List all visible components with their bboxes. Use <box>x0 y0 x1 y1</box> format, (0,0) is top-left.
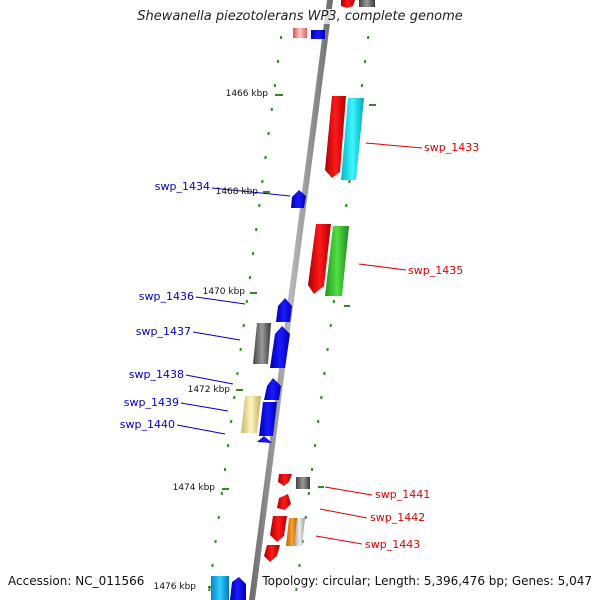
leader-line <box>365 142 423 149</box>
topology-summary: Topology: circular; Length: 5,396,476 bp… <box>262 574 592 588</box>
gene-label-swp-1435[interactable]: swp_1435 <box>408 264 463 277</box>
gene-label-swp-1438[interactable]: swp_1438 <box>129 368 184 381</box>
gene-label-swp-1440[interactable]: swp_1440 <box>120 418 175 431</box>
gene-feature[interactable] <box>359 0 375 7</box>
gene-feature[interactable] <box>230 577 246 600</box>
gene-feature[interactable] <box>308 224 331 294</box>
gene-labels: swp_1433 swp_1434 swp_1435 swp_1436 swp_… <box>120 141 479 551</box>
gene-label-swp-1433[interactable]: swp_1433 <box>424 141 479 154</box>
gene-feature[interactable] <box>293 28 307 38</box>
label-leader-lines <box>176 142 423 545</box>
gene-features <box>211 0 375 600</box>
gene-feature[interactable] <box>277 494 291 510</box>
leader-line <box>324 486 373 496</box>
leader-line <box>358 263 407 271</box>
gene-feature[interactable] <box>296 477 310 489</box>
gene-feature[interactable] <box>241 396 261 433</box>
scale-label: 1474 kbp <box>173 483 216 493</box>
scale-label: 1470 kbp <box>203 287 246 297</box>
gene-feature[interactable] <box>270 516 287 542</box>
genome-backbone <box>249 0 333 600</box>
gene-label-swp-1434[interactable]: swp_1434 <box>155 180 210 193</box>
gene-feature[interactable] <box>276 298 292 322</box>
map-title: Shewanella piezotolerans WP3, complete g… <box>0 9 600 24</box>
leader-line <box>185 374 234 385</box>
scale-label: 1472 kbp <box>188 385 231 395</box>
leader-line <box>195 296 246 305</box>
gene-label-swp-1442[interactable]: swp_1442 <box>370 511 425 524</box>
gene-feature[interactable] <box>341 98 364 180</box>
gene-feature[interactable] <box>264 545 280 562</box>
gene-feature[interactable] <box>259 402 277 436</box>
leader-line <box>176 424 226 435</box>
leader-line <box>192 331 241 341</box>
track-dots <box>208 11 373 592</box>
leader-line <box>319 508 368 519</box>
scale-label: 1476 kbp <box>154 582 197 592</box>
gene-feature[interactable] <box>264 378 281 400</box>
gene-feature[interactable] <box>257 436 272 443</box>
gene-label-swp-1437[interactable]: swp_1437 <box>136 325 191 338</box>
gene-feature[interactable] <box>253 323 271 364</box>
gene-label-swp-1441[interactable]: swp_1441 <box>375 488 430 501</box>
gene-feature[interactable] <box>325 226 349 296</box>
gene-feature[interactable] <box>294 518 305 546</box>
gene-feature[interactable] <box>291 190 306 208</box>
gene-feature[interactable] <box>278 474 292 486</box>
leader-line <box>180 402 229 412</box>
gene-label-swp-1439[interactable]: swp_1439 <box>124 396 179 409</box>
gene-feature[interactable] <box>341 0 355 8</box>
gene-feature[interactable] <box>270 326 290 368</box>
scale-label: 1466 kbp <box>226 89 269 99</box>
gene-label-swp-1443[interactable]: swp_1443 <box>365 538 420 551</box>
leader-line <box>211 187 291 197</box>
gene-feature[interactable] <box>211 576 229 600</box>
scale-label: 1468 kbp <box>216 187 259 197</box>
accession-label: Accession: NC_011566 <box>8 574 145 588</box>
gene-feature[interactable] <box>325 96 346 178</box>
leader-line <box>315 535 363 545</box>
gene-feature[interactable] <box>311 30 325 39</box>
gene-label-swp-1436[interactable]: swp_1436 <box>139 290 194 303</box>
scale-labels: 1466 kbp 1468 kbp 1470 kbp 1472 kbp 1474… <box>154 89 269 592</box>
